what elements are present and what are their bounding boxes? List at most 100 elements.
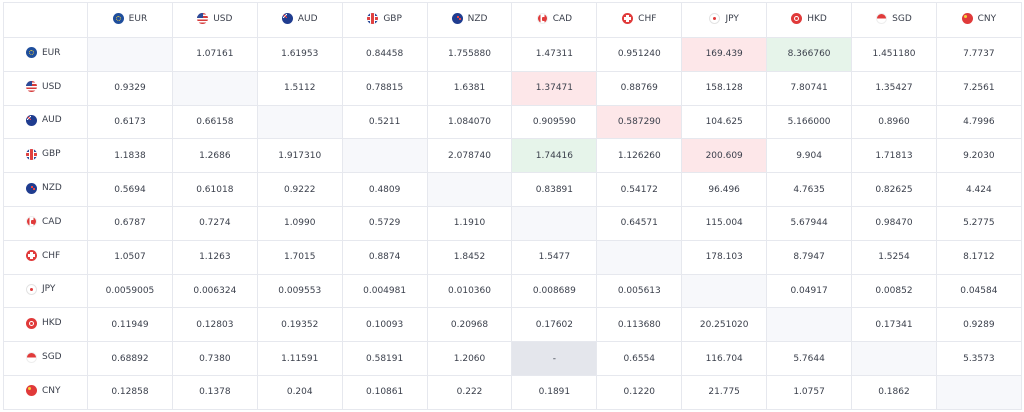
rate-cell-gbp-hkd[interactable]: 9.904 bbox=[766, 138, 853, 174]
column-header-nzd[interactable]: NZD bbox=[426, 2, 513, 38]
rate-cell-sgd-usd[interactable]: 0.7380 bbox=[171, 341, 258, 376]
rate-cell-jpy-eur[interactable]: 0.0059005 bbox=[87, 273, 173, 309]
column-header-hkd[interactable]: HKD bbox=[766, 2, 853, 38]
rate-cell-hkd-cny[interactable]: 0.9289 bbox=[935, 307, 1022, 343]
rate-cell-eur-gbp[interactable]: 0.84458 bbox=[341, 37, 428, 72]
column-header-chf[interactable]: CHF bbox=[596, 2, 683, 38]
rate-cell-usd-usd[interactable] bbox=[171, 70, 258, 106]
rate-cell-jpy-chf[interactable]: 0.005613 bbox=[596, 273, 683, 309]
rate-cell-cad-chf[interactable]: 0.64571 bbox=[596, 205, 683, 241]
rate-cell-nzd-jpy[interactable]: 96.496 bbox=[681, 172, 768, 207]
row-header-chf[interactable]: CHF bbox=[3, 239, 88, 275]
row-header-jpy[interactable]: JPY bbox=[3, 273, 88, 309]
rate-cell-cny-cad[interactable]: 0.1891 bbox=[511, 374, 598, 410]
rate-cell-chf-sgd[interactable]: 1.5254 bbox=[851, 239, 937, 275]
rate-cell-eur-nzd[interactable]: 1.755880 bbox=[426, 37, 513, 72]
rate-cell-aud-aud[interactable] bbox=[256, 104, 343, 140]
rate-cell-cad-aud[interactable]: 1.0990 bbox=[256, 205, 343, 241]
rate-cell-cny-nzd[interactable]: 0.222 bbox=[426, 374, 513, 410]
rate-cell-usd-chf[interactable]: 0.88769 bbox=[596, 70, 683, 106]
row-header-usd[interactable]: USD bbox=[3, 70, 88, 106]
rate-cell-cny-gbp[interactable]: 0.10861 bbox=[341, 374, 428, 410]
rate-cell-usd-nzd[interactable]: 1.6381 bbox=[426, 70, 513, 106]
rate-cell-sgd-gbp[interactable]: 0.58191 bbox=[341, 341, 428, 376]
rate-cell-aud-hkd[interactable]: 5.166000 bbox=[766, 104, 853, 140]
rate-cell-aud-jpy[interactable]: 104.625 bbox=[681, 104, 768, 140]
rate-cell-hkd-eur[interactable]: 0.11949 bbox=[87, 307, 173, 343]
rate-cell-cad-usd[interactable]: 0.7274 bbox=[171, 205, 258, 241]
rate-cell-eur-aud[interactable]: 1.61953 bbox=[256, 37, 343, 72]
rate-cell-gbp-chf[interactable]: 1.126260 bbox=[596, 138, 683, 174]
row-header-nzd[interactable]: NZD bbox=[3, 172, 88, 207]
rate-cell-chf-usd[interactable]: 1.1263 bbox=[171, 239, 258, 275]
rate-cell-gbp-gbp[interactable] bbox=[341, 138, 428, 174]
rate-cell-cny-aud[interactable]: 0.204 bbox=[256, 374, 343, 410]
rate-cell-nzd-cad[interactable]: 0.83891 bbox=[511, 172, 598, 207]
rate-cell-cny-cny[interactable] bbox=[935, 374, 1022, 410]
rate-cell-chf-aud[interactable]: 1.7015 bbox=[256, 239, 343, 275]
rate-cell-jpy-gbp[interactable]: 0.004981 bbox=[341, 273, 428, 309]
rate-cell-cad-cny[interactable]: 5.2775 bbox=[935, 205, 1022, 241]
rate-cell-usd-jpy[interactable]: 158.128 bbox=[681, 70, 768, 106]
rate-cell-chf-hkd[interactable]: 8.7947 bbox=[766, 239, 853, 275]
rate-cell-eur-eur[interactable] bbox=[87, 37, 173, 72]
rate-cell-hkd-aud[interactable]: 0.19352 bbox=[256, 307, 343, 343]
rate-cell-chf-chf[interactable] bbox=[596, 239, 683, 275]
rate-cell-aud-cny[interactable]: 4.7996 bbox=[935, 104, 1022, 140]
rate-cell-usd-gbp[interactable]: 0.78815 bbox=[341, 70, 428, 106]
rate-cell-gbp-sgd[interactable]: 1.71813 bbox=[851, 138, 937, 174]
rate-cell-sgd-hkd[interactable]: 5.7644 bbox=[766, 341, 853, 376]
rate-cell-jpy-nzd[interactable]: 0.010360 bbox=[426, 273, 513, 309]
row-header-hkd[interactable]: HKD bbox=[3, 307, 88, 343]
rate-cell-cad-eur[interactable]: 0.6787 bbox=[87, 205, 173, 241]
rate-cell-sgd-eur[interactable]: 0.68892 bbox=[87, 341, 173, 376]
rate-cell-eur-usd[interactable]: 1.07161 bbox=[171, 37, 258, 72]
rate-cell-nzd-sgd[interactable]: 0.82625 bbox=[851, 172, 937, 207]
row-header-eur[interactable]: EUR bbox=[3, 37, 88, 72]
rate-cell-usd-hkd[interactable]: 7.80741 bbox=[766, 70, 853, 106]
rate-cell-jpy-aud[interactable]: 0.009553 bbox=[256, 273, 343, 309]
column-header-cny[interactable]: CNY bbox=[935, 2, 1022, 38]
rate-cell-gbp-cny[interactable]: 9.2030 bbox=[935, 138, 1022, 174]
rate-cell-aud-eur[interactable]: 0.6173 bbox=[87, 104, 173, 140]
rate-cell-usd-sgd[interactable]: 1.35427 bbox=[851, 70, 937, 106]
rate-cell-hkd-hkd[interactable] bbox=[766, 307, 853, 343]
rate-cell-nzd-cny[interactable]: 4.424 bbox=[935, 172, 1022, 207]
rate-cell-sgd-sgd[interactable] bbox=[851, 341, 937, 376]
column-header-jpy[interactable]: JPY bbox=[681, 2, 768, 38]
rate-cell-eur-chf[interactable]: 0.951240 bbox=[596, 37, 683, 72]
rate-cell-gbp-eur[interactable]: 1.1838 bbox=[87, 138, 173, 174]
column-header-usd[interactable]: USD bbox=[171, 2, 258, 38]
rate-cell-jpy-sgd[interactable]: 0.00852 bbox=[851, 273, 937, 309]
rate-cell-cny-usd[interactable]: 0.1378 bbox=[171, 374, 258, 410]
rate-cell-aud-usd[interactable]: 0.66158 bbox=[171, 104, 258, 140]
rate-cell-aud-nzd[interactable]: 1.084070 bbox=[426, 104, 513, 140]
rate-cell-hkd-cad[interactable]: 0.17602 bbox=[511, 307, 598, 343]
rate-cell-usd-cny[interactable]: 7.2561 bbox=[935, 70, 1022, 106]
rate-cell-hkd-usd[interactable]: 0.12803 bbox=[171, 307, 258, 343]
rate-cell-chf-eur[interactable]: 1.0507 bbox=[87, 239, 173, 275]
rate-cell-cad-cad[interactable] bbox=[511, 205, 598, 241]
column-header-gbp[interactable]: GBP bbox=[341, 2, 428, 38]
rate-cell-aud-sgd[interactable]: 0.8960 bbox=[851, 104, 937, 140]
rate-cell-chf-nzd[interactable]: 1.8452 bbox=[426, 239, 513, 275]
rate-cell-gbp-jpy[interactable]: 200.609 bbox=[681, 138, 768, 174]
row-header-aud[interactable]: AUD bbox=[3, 104, 88, 140]
column-header-cad[interactable]: CAD bbox=[511, 2, 598, 38]
row-header-cny[interactable]: CNY bbox=[3, 374, 88, 410]
rate-cell-aud-gbp[interactable]: 0.5211 bbox=[341, 104, 428, 140]
rate-cell-eur-hkd[interactable]: 8.366760 bbox=[766, 37, 853, 72]
rate-cell-cad-jpy[interactable]: 115.004 bbox=[681, 205, 768, 241]
rate-cell-gbp-usd[interactable]: 1.2686 bbox=[171, 138, 258, 174]
rate-cell-cny-chf[interactable]: 0.1220 bbox=[596, 374, 683, 410]
rate-cell-usd-cad[interactable]: 1.37471 bbox=[511, 70, 598, 106]
rate-cell-nzd-gbp[interactable]: 0.4809 bbox=[341, 172, 428, 207]
rate-cell-aud-chf[interactable]: 0.587290 bbox=[596, 104, 683, 140]
rate-cell-eur-cad[interactable]: 1.47311 bbox=[511, 37, 598, 72]
rate-cell-nzd-aud[interactable]: 0.9222 bbox=[256, 172, 343, 207]
rate-cell-jpy-cad[interactable]: 0.008689 bbox=[511, 273, 598, 309]
rate-cell-chf-gbp[interactable]: 0.8874 bbox=[341, 239, 428, 275]
rate-cell-cny-jpy[interactable]: 21.775 bbox=[681, 374, 768, 410]
row-header-gbp[interactable]: GBP bbox=[3, 138, 88, 174]
rate-cell-cad-hkd[interactable]: 5.67944 bbox=[766, 205, 853, 241]
